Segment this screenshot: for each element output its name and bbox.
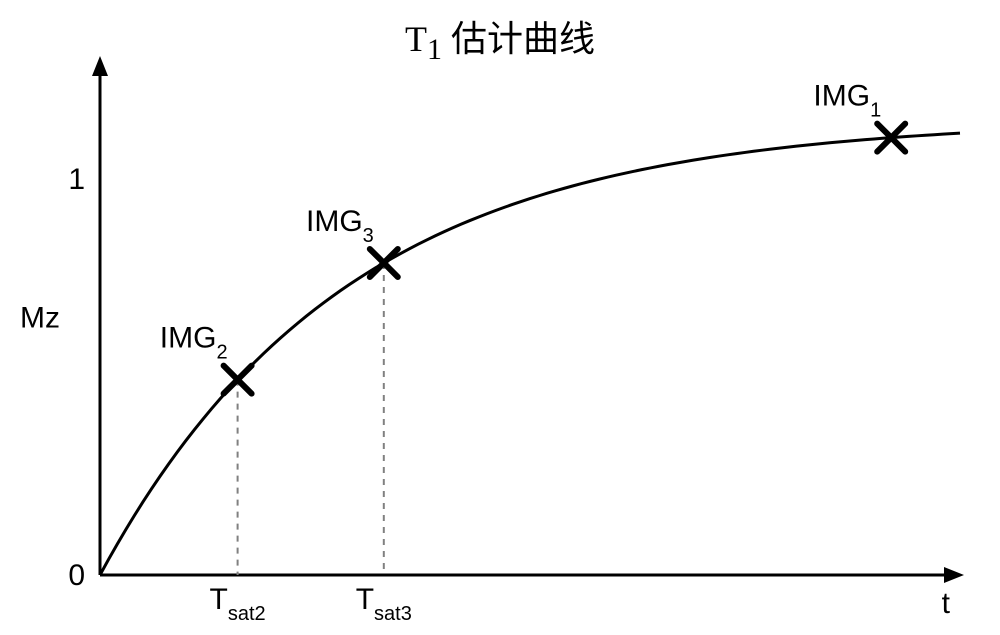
point-label: IMG2 [160,322,228,364]
chart-svg: 0 1 Mz t Tsat2 IMG2 Tsat3 IMG3 IMG1 [0,0,1000,635]
drop-label: Tsat2 [210,583,266,625]
x-axis-label: t [942,587,951,620]
recovery-curve [100,133,960,575]
y-axis-arrow [92,56,108,76]
y-axis-label: Mz [20,302,60,335]
x-axis-arrow [944,567,964,583]
point-label: IMG3 [306,205,374,247]
chart-container: T1 估计曲线 01MztTsat2IMG2Tsat3IMG3IMG1 [0,0,1000,635]
y-tick-label: 1 [68,163,85,196]
drop-label: Tsat3 [356,583,412,625]
y-tick-label: 0 [68,559,85,592]
point-label: IMG1 [813,80,881,122]
